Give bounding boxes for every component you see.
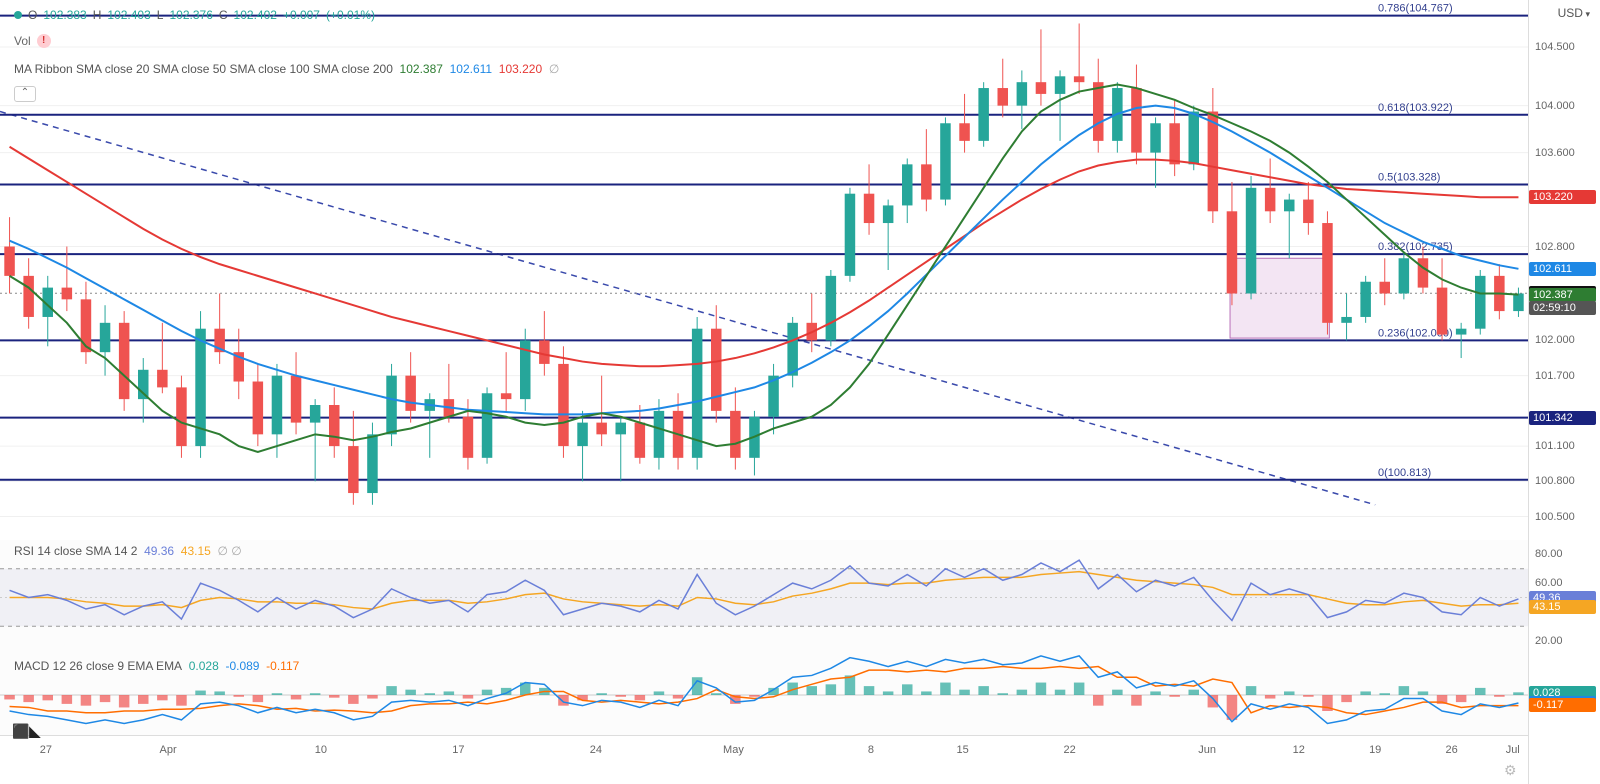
ohlc-pct: (+0.01%) bbox=[326, 8, 375, 22]
ohlc-h: 102.403 bbox=[107, 8, 150, 22]
price-plot: 0.786(104.767) 0.618(103.922) 0.5(103.328)… bbox=[0, 0, 1528, 540]
svg-text:0.618(103.922): 0.618(103.922) bbox=[1378, 102, 1453, 114]
tradingview-logo[interactable]: ⬛◣ bbox=[12, 723, 40, 740]
ma-ribbon-legend: MA Ribbon SMA close 20 SMA close 50 SMA … bbox=[14, 62, 559, 76]
svg-text:0.5(103.328): 0.5(103.328) bbox=[1378, 172, 1440, 184]
settings-icon[interactable]: ⚙ bbox=[1504, 762, 1520, 778]
rsi-panel[interactable]: RSI 14 close SMA 14 2 49.36 43.15 ∅ ∅ bbox=[0, 540, 1528, 655]
ohlc-o: 102.383 bbox=[43, 8, 86, 22]
warning-icon: ! bbox=[37, 34, 51, 48]
macd-panel[interactable]: MACD 12 26 close 9 EMA EMA 0.028 -0.089 … bbox=[0, 655, 1528, 735]
ohlc-l: 102.376 bbox=[169, 8, 212, 22]
trading-chart: ▌▘PU PRIME USD O102.383 H102.403 L102.37… bbox=[0, 0, 1600, 784]
ohlc-c: 102.402 bbox=[234, 8, 277, 22]
ohlc-chg: +0.007 bbox=[283, 8, 320, 22]
price-axis[interactable]: 104.500104.000103.600102.800102.000101.7… bbox=[1528, 0, 1600, 784]
macd-legend: MACD 12 26 close 9 EMA EMA 0.028 -0.089 … bbox=[14, 659, 299, 673]
symbol-dot bbox=[14, 11, 22, 19]
svg-text:0.786(104.767): 0.786(104.767) bbox=[1378, 3, 1453, 15]
currency-selector[interactable]: USD bbox=[1558, 6, 1590, 20]
volume-legend: Vol! bbox=[14, 34, 51, 48]
collapse-button[interactable]: ⌃ bbox=[14, 86, 36, 102]
rsi-legend: RSI 14 close SMA 14 2 49.36 43.15 ∅ ∅ bbox=[14, 544, 242, 558]
svg-text:0.382(102.735): 0.382(102.735) bbox=[1378, 241, 1453, 253]
time-axis[interactable]: 27Apr101724May81522Jun121926Jul bbox=[0, 735, 1528, 784]
svg-text:0(100.813): 0(100.813) bbox=[1378, 467, 1431, 479]
price-panel[interactable]: O102.383 H102.403 L102.376 C102.402 +0.0… bbox=[0, 0, 1528, 540]
ohlc-legend: O102.383 H102.403 L102.376 C102.402 +0.0… bbox=[14, 8, 375, 22]
